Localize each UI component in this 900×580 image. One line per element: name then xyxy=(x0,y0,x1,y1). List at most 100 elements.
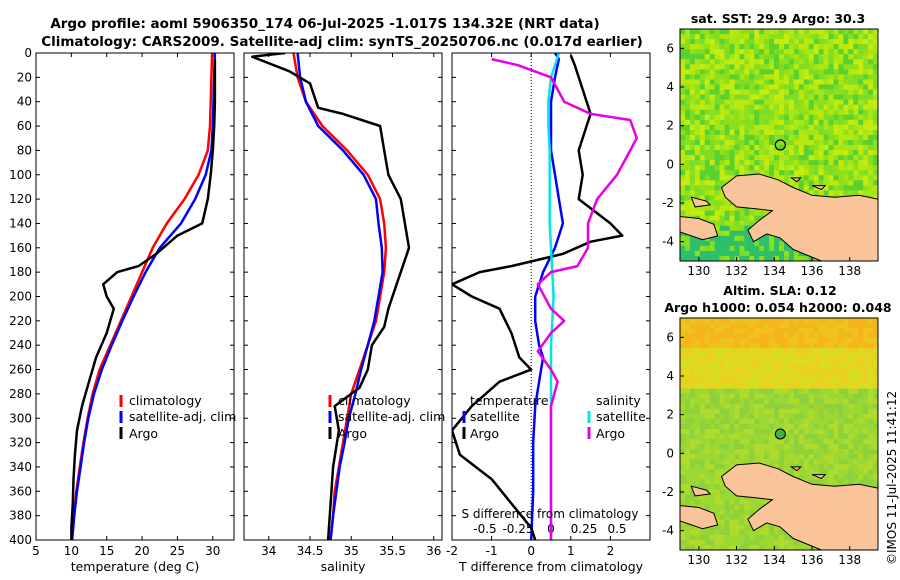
heatmap-cell xyxy=(848,150,854,156)
heatmap-cell xyxy=(858,54,864,60)
heatmap-cell xyxy=(769,49,775,55)
heatmap-cell xyxy=(769,160,775,166)
heatmap-cell xyxy=(709,338,716,344)
heatmap-cell xyxy=(823,464,829,470)
heatmap-cell xyxy=(699,479,706,485)
heatmap-cell xyxy=(788,408,795,415)
heatmap-cell xyxy=(729,509,735,516)
heatmap-cell xyxy=(808,79,815,85)
heatmap-cell xyxy=(813,49,819,55)
heatmap-cell xyxy=(694,134,701,141)
heatmap-cell xyxy=(694,383,701,390)
heatmap-cell xyxy=(719,529,725,536)
heatmap-cell xyxy=(764,34,770,40)
heatmap-cell xyxy=(843,348,849,354)
heatmap-cell xyxy=(808,469,815,475)
heatmap-cell xyxy=(848,464,854,470)
heatmap-cell xyxy=(739,388,745,395)
heatmap-cell xyxy=(680,484,686,490)
heatmap-cell xyxy=(833,408,839,415)
heatmap-cell xyxy=(823,84,829,90)
heatmap-cell xyxy=(798,318,805,324)
heatmap-cell xyxy=(858,373,864,379)
heatmap-cell xyxy=(729,124,735,131)
heatmap-cell xyxy=(744,210,750,217)
heatmap-cell xyxy=(694,99,701,106)
heatmap-cell xyxy=(684,145,691,151)
heatmap-cell xyxy=(858,69,864,75)
heatmap-cell xyxy=(734,348,740,354)
heatmap-cell xyxy=(764,393,770,400)
heatmap-cell xyxy=(754,393,760,400)
heatmap-cell xyxy=(714,205,720,211)
heatmap-cell xyxy=(828,388,834,395)
heatmap-cell xyxy=(828,449,834,455)
heatmap-cell xyxy=(764,59,770,65)
heatmap-cell xyxy=(863,69,869,75)
heatmap-cell xyxy=(803,353,810,359)
heatmap-cell xyxy=(783,343,790,349)
heatmap-cell xyxy=(749,79,755,85)
heatmap-cell xyxy=(769,434,775,440)
heatmap-cell xyxy=(680,474,686,480)
heatmap-cell xyxy=(818,403,824,410)
heatmap-cell xyxy=(808,49,815,55)
heatmap-cell xyxy=(709,34,716,40)
heatmap-cell xyxy=(734,529,740,536)
heatmap-cell xyxy=(684,413,691,420)
heatmap-cell xyxy=(739,245,745,252)
heatmap-cell xyxy=(714,363,720,369)
heatmap-cell xyxy=(798,170,805,176)
heatmap-cell xyxy=(873,418,878,425)
heatmap-cell xyxy=(858,155,864,161)
heatmap-cell xyxy=(754,343,760,349)
heatmap-cell xyxy=(719,160,725,166)
heatmap-cell xyxy=(680,255,686,261)
heatmap-cell xyxy=(868,175,874,181)
heatmap-cell xyxy=(823,44,829,50)
heatmap-cell xyxy=(719,145,725,151)
heatmap-cell xyxy=(719,200,725,206)
heatmap-cell xyxy=(823,469,829,475)
heatmap-cell xyxy=(709,39,716,45)
heatmap-cell xyxy=(684,524,691,531)
heatmap-cell xyxy=(739,139,745,146)
heatmap-cell xyxy=(783,124,790,131)
heatmap-cell xyxy=(734,428,740,435)
heatmap-cell xyxy=(843,170,849,176)
heatmap-cell xyxy=(848,353,854,359)
heatmap-cell xyxy=(744,544,750,550)
heatmap-cell xyxy=(823,39,829,45)
heatmap-cell xyxy=(719,59,725,65)
heatmap-cell xyxy=(853,318,859,324)
heatmap-cell xyxy=(709,215,716,222)
heatmap-cell xyxy=(793,134,800,141)
heatmap-cell xyxy=(813,378,819,384)
heatmap-cell xyxy=(853,150,859,156)
heatmap-cell xyxy=(729,373,735,379)
heatmap-cell xyxy=(828,175,834,181)
heatmap-cell xyxy=(774,170,780,176)
heatmap-cell xyxy=(764,94,770,101)
heatmap-cell xyxy=(754,444,760,450)
heatmap-cell xyxy=(709,119,716,126)
heatmap-cell xyxy=(754,94,760,101)
heatmap-cell xyxy=(724,323,730,329)
heatmap-cell xyxy=(853,358,859,364)
heatmap-cell xyxy=(744,255,750,261)
heatmap-cell xyxy=(783,459,790,465)
heatmap-cell xyxy=(873,109,878,116)
y-tick-label: 0 xyxy=(666,157,674,171)
heatmap-cell xyxy=(689,418,696,425)
heatmap-cell xyxy=(818,84,824,90)
heatmap-cell xyxy=(788,413,795,420)
heatmap-cell xyxy=(680,323,686,329)
heatmap-cell xyxy=(709,129,716,136)
heatmap-cell xyxy=(798,363,805,369)
heatmap-cell xyxy=(808,139,815,146)
heatmap-cell xyxy=(873,413,878,420)
heatmap-cell xyxy=(813,119,819,126)
heatmap-cell xyxy=(680,129,686,136)
heatmap-cell xyxy=(838,358,844,364)
heatmap-cell xyxy=(779,529,785,536)
